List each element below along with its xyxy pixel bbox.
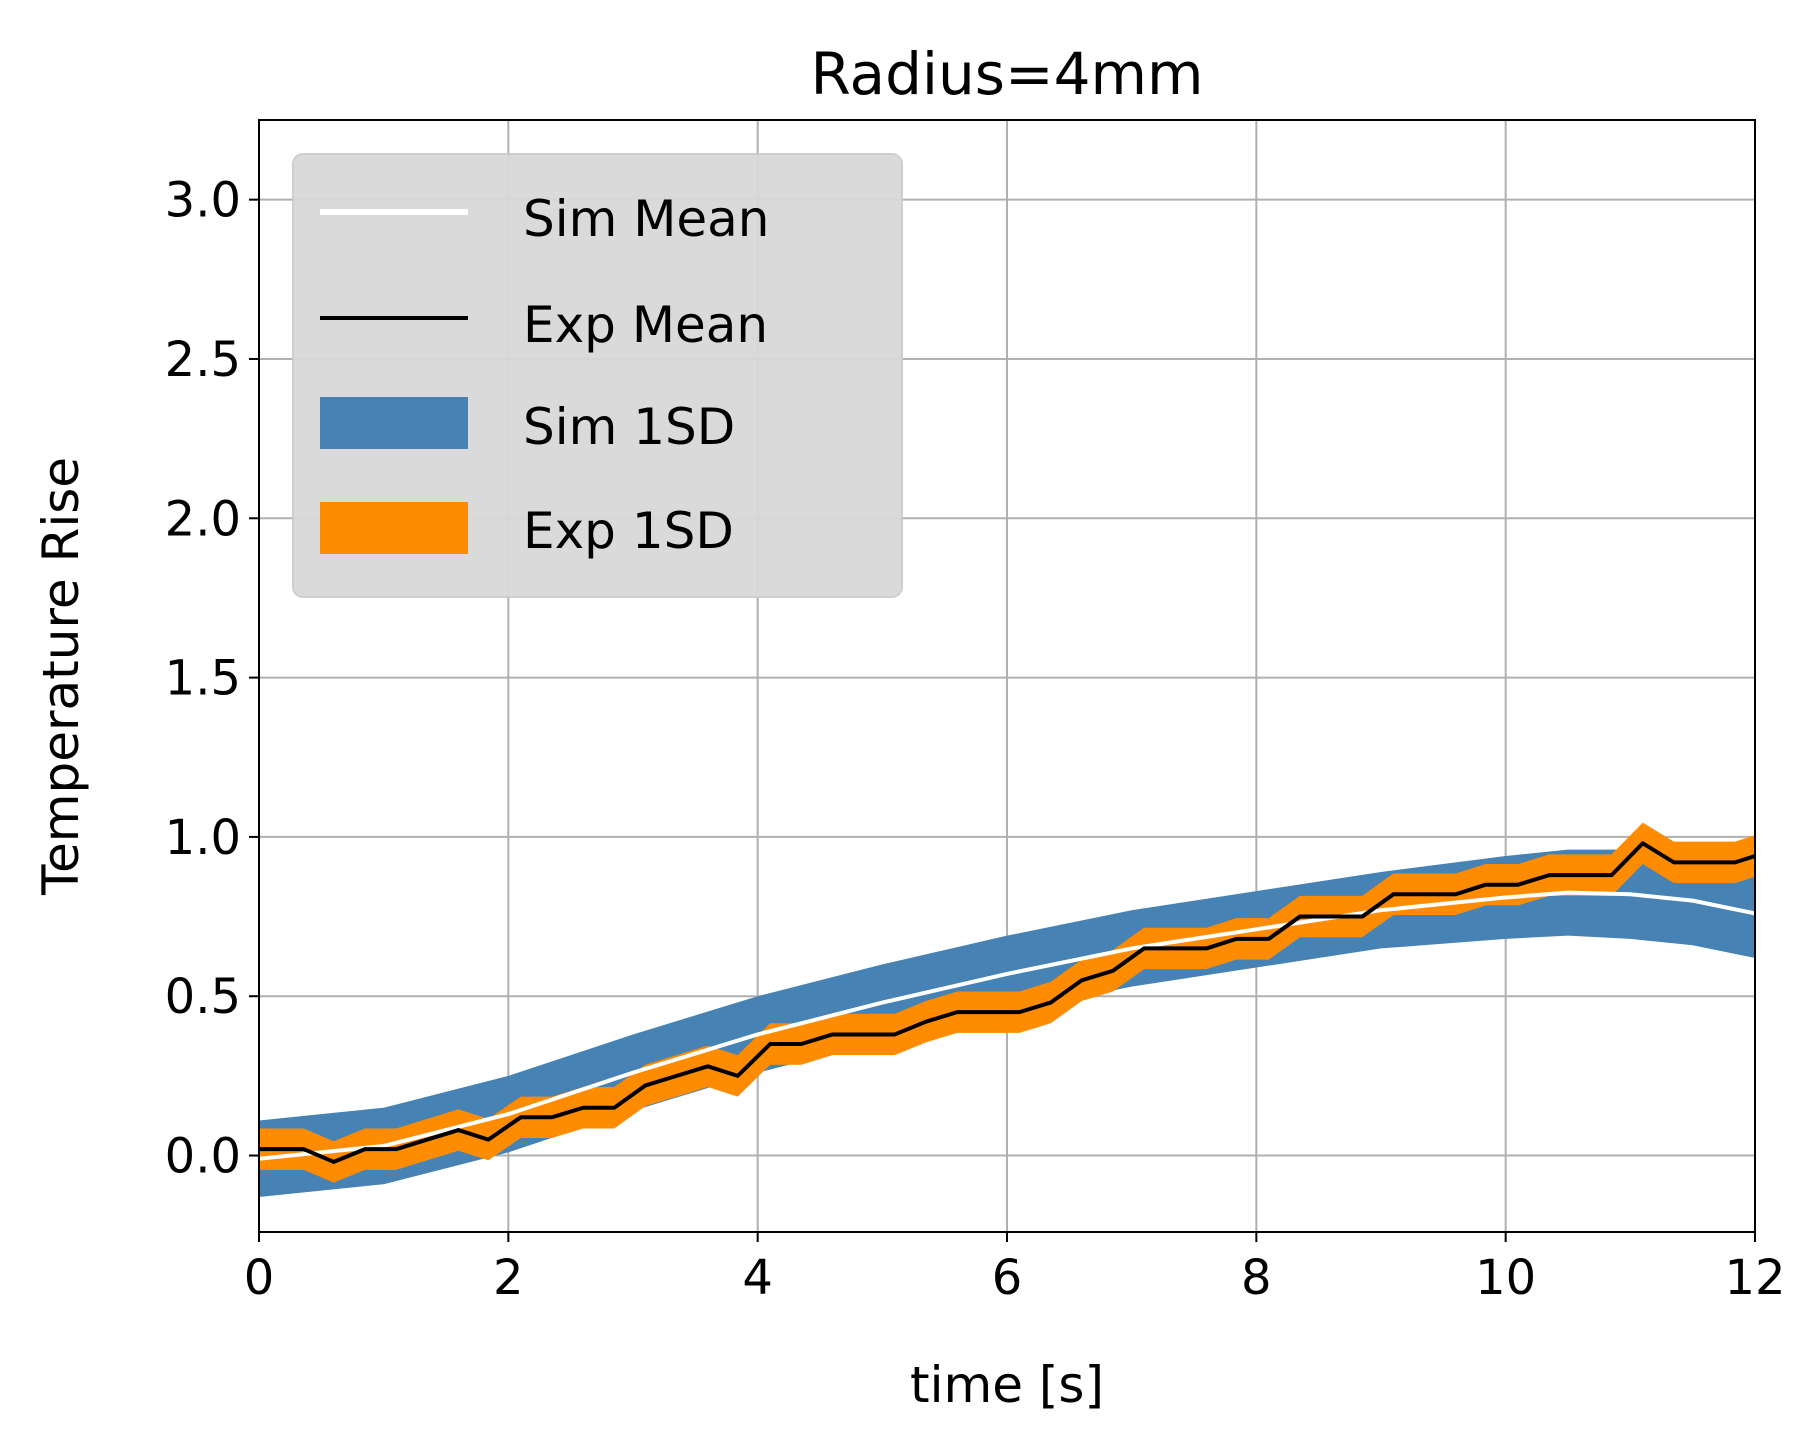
y-tick-label: 1.5 (165, 651, 241, 707)
legend: Sim Mean Exp Mean Sim 1SD Exp 1SD (292, 153, 903, 598)
x-tick-label: 0 (244, 1250, 275, 1306)
y-tick-label: 1.0 (165, 810, 241, 866)
legend-swatch-exp-1sd (320, 502, 468, 554)
x-tick-label: 6 (992, 1250, 1023, 1306)
legend-label-exp-mean: Exp Mean (523, 296, 768, 354)
y-axis-label: Temperature Rise (32, 457, 90, 896)
y-tick-label: 2.0 (165, 491, 241, 547)
legend-label-sim-mean: Sim Mean (523, 190, 769, 248)
x-tick-label: 2 (493, 1250, 524, 1306)
exp-mean-line (259, 841, 1755, 1164)
x-tick-label: 4 (742, 1250, 773, 1306)
x-axis-ticks: 0 2 4 6 8 10 12 (244, 1232, 1786, 1306)
y-tick-label: 0.0 (165, 1129, 241, 1185)
plot-area (259, 822, 1755, 1197)
legend-label-exp-1sd: Exp 1SD (523, 502, 734, 560)
sim-mean-line (259, 890, 1755, 1161)
y-axis-ticks: 0.0 0.5 1.0 1.5 2.0 2.5 3.0 (165, 173, 259, 1185)
x-tick-label: 12 (1724, 1250, 1785, 1306)
legend-swatch-sim-1sd (320, 397, 468, 449)
y-tick-label: 2.5 (165, 332, 241, 388)
y-tick-label: 0.5 (165, 969, 241, 1025)
x-tick-label: 10 (1475, 1250, 1536, 1306)
x-axis-label: time [s] (910, 1356, 1104, 1414)
legend-box (292, 153, 903, 598)
legend-label-sim-1sd: Sim 1SD (523, 398, 735, 456)
x-tick-label: 8 (1241, 1250, 1272, 1306)
y-tick-label: 3.0 (165, 173, 241, 229)
chart-title: Radius=4mm (811, 40, 1204, 108)
